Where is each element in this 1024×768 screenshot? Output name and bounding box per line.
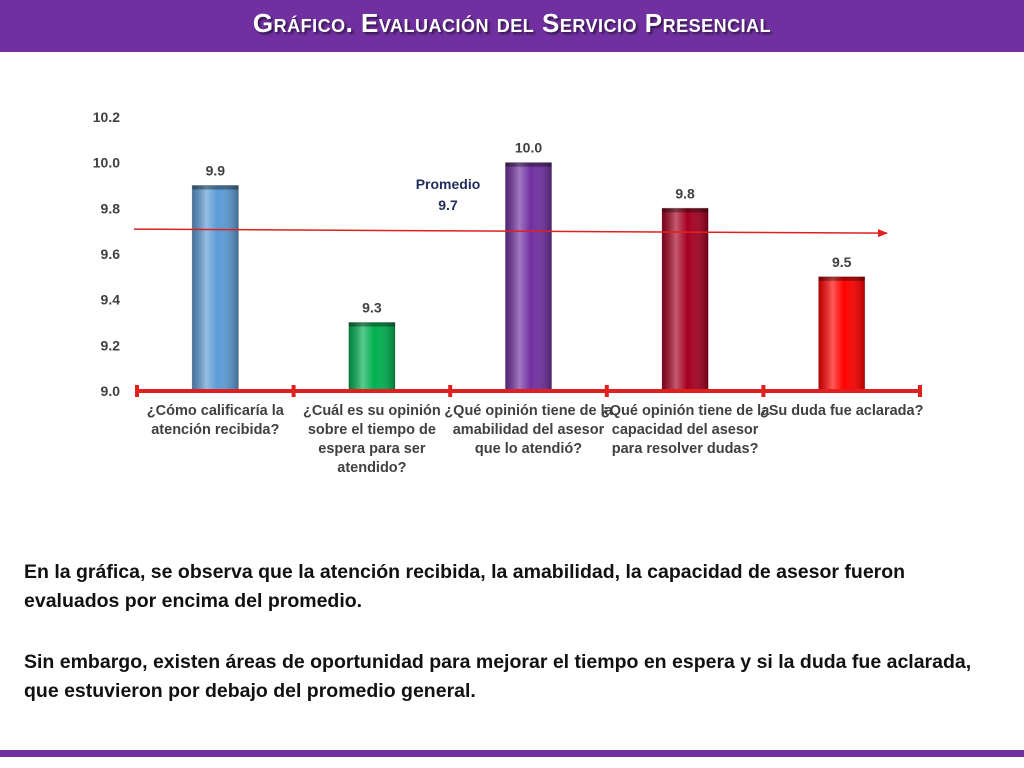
bar-shading: [505, 162, 552, 391]
y-tick-label: 9.6: [101, 246, 121, 262]
bar-top-edge: [662, 208, 709, 213]
bar-top-edge: [505, 162, 552, 167]
y-tick-label: 9.0: [101, 383, 121, 399]
x-category-label: ¿Qué opinión tiene de la capacidad del a…: [600, 403, 770, 457]
y-tick-label: 9.2: [101, 337, 121, 353]
average-value-label: 9.7: [438, 197, 458, 213]
y-tick-label: 9.4: [101, 292, 121, 308]
bar-shading: [662, 208, 709, 391]
bottom-bar: [0, 750, 1024, 757]
bar-value-label: 9.5: [832, 254, 852, 270]
y-tick-label: 10.0: [93, 155, 120, 171]
bar-top-edge: [192, 185, 239, 190]
bar-value-label: 9.8: [675, 185, 695, 201]
summary-paragraph-1: En la gráfica, se observa que la atenció…: [24, 561, 906, 612]
bar-shading: [192, 185, 239, 391]
bar-chart: 9.0 9.2 9.4 9.6 9.8 10.0 10.2 9.9 9.3 10.0 9.8 9.5…: [93, 109, 922, 399]
bar-value-label: 9.9: [206, 163, 226, 179]
bar-value-label: 10.0: [515, 140, 542, 156]
y-tick-label: 10.2: [93, 109, 120, 125]
x-category-label: ¿Cuál es su opinión sobre el tiempo de e…: [303, 403, 441, 476]
bar-top-edge: [818, 276, 865, 281]
average-line: [133, 228, 888, 238]
x-category-label: ¿Su duda fue aclarada?: [759, 403, 924, 419]
summary-paragraph-2: Sin embargo, existen áreas de oportunida…: [24, 651, 972, 702]
bar-shading: [348, 322, 395, 391]
bar-value-label: 9.3: [362, 300, 382, 316]
x-category-label: ¿Cómo calificaría la atención recibida?: [146, 403, 284, 438]
page-title: Gráfico. Evaluación del Servicio Presenc…: [252, 8, 772, 38]
bar-top-edge: [348, 322, 395, 327]
bar-shading: [818, 276, 865, 391]
title-bar: Gráfico. Evaluación del Servicio Presenc…: [0, 0, 1024, 52]
x-category-label: ¿Qué opinión tiene de la amabilidad del …: [444, 403, 613, 457]
y-tick-label: 9.8: [101, 200, 121, 216]
average-label: Promedio: [416, 176, 481, 192]
